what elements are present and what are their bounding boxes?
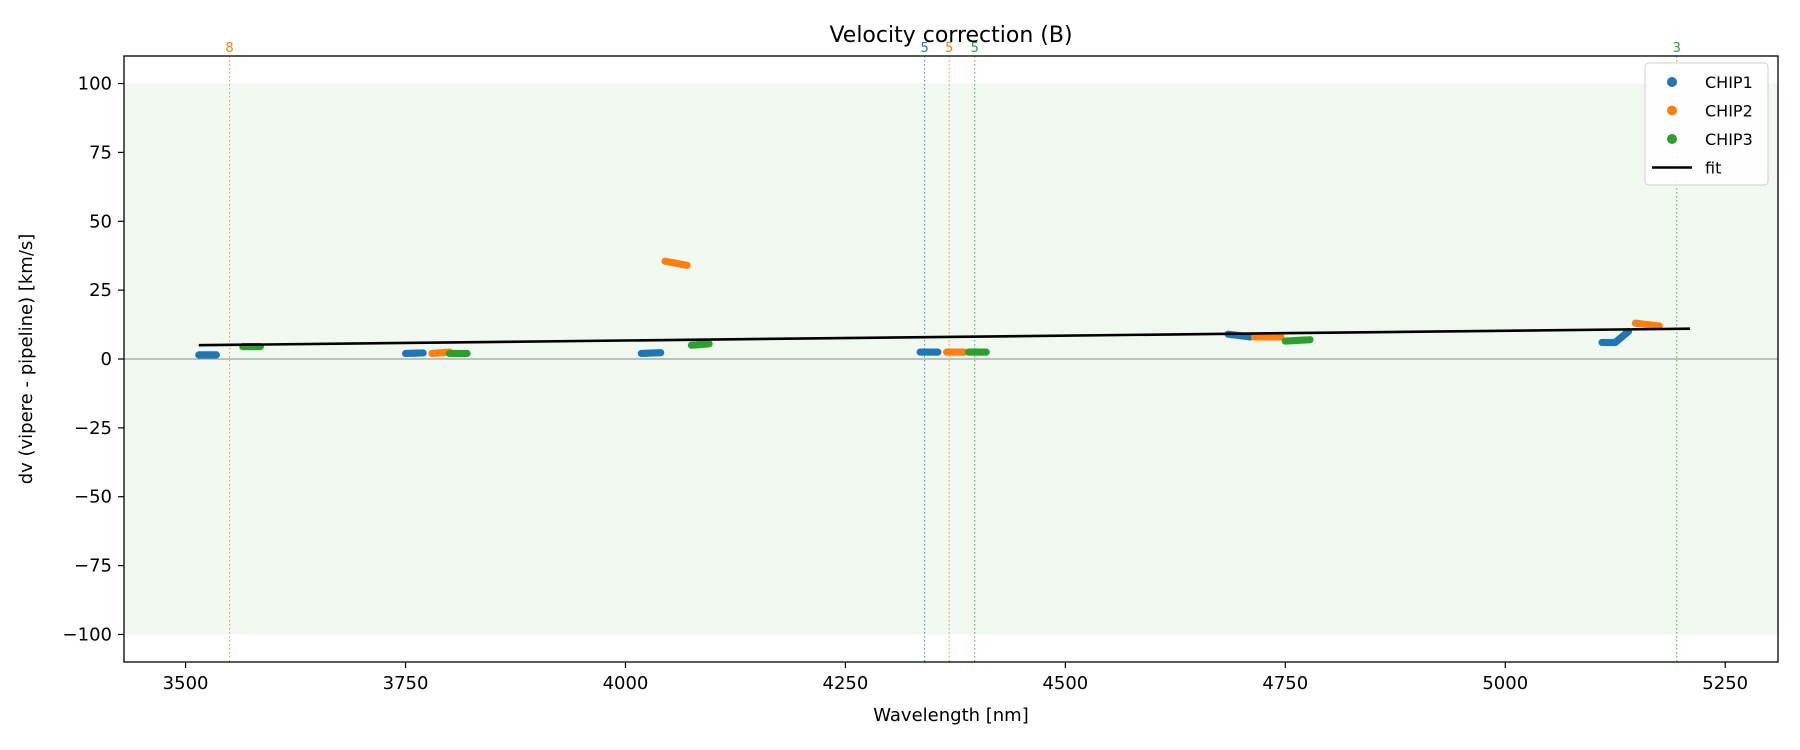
series-chip3-segment-3	[964, 348, 990, 356]
x-tick-label: 4000	[603, 673, 649, 694]
y-tick-label: 50	[89, 211, 112, 232]
marker-label-1: 5	[920, 41, 928, 56]
data-point	[657, 349, 665, 357]
series-chip3-segment-4	[1281, 336, 1314, 345]
x-axis-ticks: 3500 3750 4000 4250 4500 4750 5000 5250	[163, 662, 1748, 694]
series-chip1-segment-2	[637, 349, 665, 358]
data-point	[683, 261, 691, 269]
y-tick-label: −100	[63, 624, 112, 645]
x-axis-label: Wavelength [nm]	[873, 705, 1029, 726]
series-chip3-segment-2	[687, 340, 713, 349]
x-tick-label: 4250	[823, 673, 869, 694]
series-chip2-segment-4	[1631, 319, 1663, 330]
x-tick-label: 5000	[1482, 673, 1528, 694]
legend-label-fit: fit	[1705, 159, 1721, 178]
data-point	[419, 349, 427, 357]
marker-label-3: 5	[971, 41, 979, 56]
fit-line-layer	[198, 327, 1691, 347]
legend: CHIP1 CHIP2 CHIP3 fit	[1644, 62, 1769, 186]
series-chip2	[428, 257, 1663, 358]
series-chip3	[239, 336, 1314, 358]
series-chip1-segment-0	[195, 351, 220, 359]
fit-line	[198, 327, 1691, 347]
data-point	[982, 348, 990, 356]
y-axis-ticks: 100 75 50 25 0 −25 −50 −75 −100	[63, 74, 124, 645]
data-points-layer	[195, 257, 1663, 359]
series-chip2-segment-3	[1250, 333, 1285, 341]
y-tick-label: 75	[89, 142, 112, 163]
data-point	[1306, 336, 1314, 344]
y-tick-label: −75	[74, 556, 112, 577]
x-tick-label: 3750	[383, 673, 429, 694]
x-tick-label: 5250	[1702, 673, 1748, 694]
legend-swatch-chip3	[1667, 134, 1677, 144]
series-chip2-segment-1	[661, 257, 691, 269]
x-tick-label: 3500	[163, 673, 209, 694]
y-tick-label: 0	[101, 349, 112, 370]
legend-label-chip1: CHIP1	[1705, 73, 1753, 92]
marker-label-0: 8	[225, 41, 233, 56]
y-tick-label: −25	[74, 418, 112, 439]
legend-swatch-chip2	[1667, 105, 1677, 116]
legend-label-chip3: CHIP3	[1705, 130, 1753, 149]
y-axis-label: dv (vipere - pipeline) [km/s]	[16, 234, 37, 485]
series-chip1-segment-5	[1598, 327, 1633, 347]
series-chip2-segment-2	[943, 348, 968, 356]
data-point	[934, 348, 942, 356]
data-point	[705, 340, 713, 348]
x-tick-label: 4500	[1042, 673, 1088, 694]
y-tick-label: −50	[74, 487, 112, 508]
legend-box	[1644, 62, 1769, 186]
legend-label-chip2: CHIP2	[1705, 102, 1753, 121]
data-point	[212, 351, 220, 359]
legend-swatch-chip1	[1667, 77, 1677, 87]
y-tick-label: 25	[89, 280, 112, 301]
chart-title: Velocity correction (B)	[829, 23, 1072, 48]
series-chip1-segment-3	[916, 348, 942, 356]
x-tick-label: 4750	[1262, 673, 1308, 694]
series-chip3-segment-1	[445, 349, 471, 358]
series-chip1-segment-1	[401, 349, 427, 358]
data-point	[463, 349, 471, 358]
y-tick-label: 100	[78, 74, 112, 95]
marker-label-2: 5	[945, 41, 953, 56]
marker-label-4: 3	[1673, 41, 1681, 56]
